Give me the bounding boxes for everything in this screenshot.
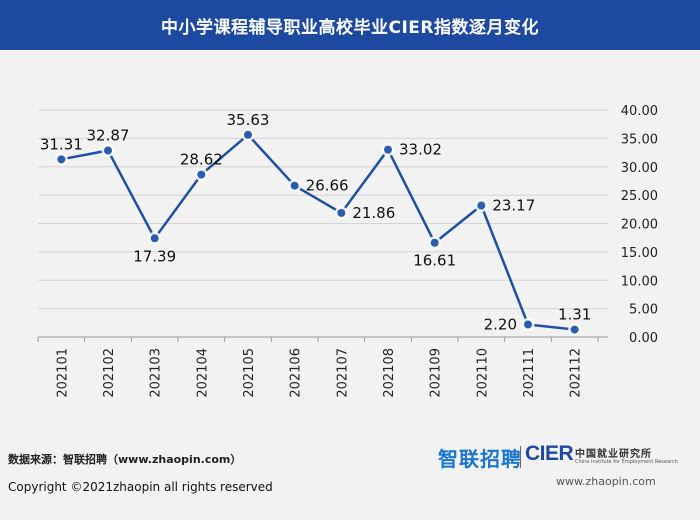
x-tick-label: 202109 [429, 348, 444, 398]
data-label: 28.62 [180, 151, 223, 169]
line-chart: 0.00 5.00 10.00 15.00 20.00 25.00 30.00 35.00 40… [37, 104, 658, 398]
data-point [570, 325, 579, 334]
data-point [150, 234, 159, 243]
site-url: www.zhaopin.com [556, 475, 656, 488]
data-point [524, 320, 532, 329]
y-tick-label: 20.00 [621, 218, 658, 233]
data-source: 数据来源：智联招聘（www.zhaopin.com） [8, 453, 242, 466]
data-label: 35.63 [227, 111, 270, 129]
x-tick-label: 202102 [102, 348, 117, 398]
data-label: 16.61 [413, 252, 456, 270]
title-bar: 中小学课程辅导职业高校毕业CIER指数逐月变化 [0, 0, 700, 50]
x-tick-label: 202110 [475, 348, 490, 398]
series-line [61, 133, 575, 331]
x-tick-label: 202112 [569, 348, 584, 398]
y-tick-label: 15.00 [621, 246, 658, 261]
data-point [244, 130, 252, 139]
zhilian-logo: 智联招聘 [438, 447, 522, 471]
y-tick-label: 40.00 [621, 104, 658, 119]
data-label: 1.31 [558, 306, 591, 324]
data-label: 17.39 [133, 247, 176, 265]
x-tick-label: 202104 [195, 348, 210, 398]
x-tick-label: 202101 [55, 348, 70, 398]
y-tick-label: 5.00 [629, 303, 658, 318]
y-tick-label: 10.00 [621, 274, 658, 289]
data-label: 26.66 [306, 177, 349, 195]
institute-name: 中国就业研究所 [575, 449, 652, 460]
x-tick-label: 202105 [242, 348, 257, 398]
y-tick-label: 0.00 [629, 331, 658, 346]
logo-divider [520, 446, 521, 468]
data-point [430, 238, 439, 247]
y-tick-label: 25.00 [621, 189, 658, 204]
copyright-text: Copyright ©2021zhaopin all rights reserv… [8, 480, 273, 494]
y-tick-label: 30.00 [621, 161, 658, 176]
data-point [477, 201, 486, 210]
data-label: 33.02 [399, 141, 442, 159]
data-point [57, 155, 66, 164]
x-tick-label: 202108 [382, 348, 397, 398]
data-point [197, 170, 206, 179]
data-label: 31.31 [40, 135, 83, 153]
cier-logo: CIER [525, 442, 574, 465]
x-tick-label: 202103 [149, 348, 164, 398]
chart-title: 中小学课程辅导职业高校毕业CIER指数逐月变化 [160, 17, 539, 38]
x-tick-label: 202106 [289, 348, 304, 398]
data-point [290, 181, 299, 190]
x-tick-label: 202111 [522, 348, 537, 398]
data-point [104, 146, 112, 155]
data-point [384, 145, 392, 154]
data-point [337, 208, 346, 217]
data-label: 2.20 [484, 316, 517, 334]
institute-name-en: China Institute for Employment Research [575, 459, 678, 465]
y-tick-label: 35.00 [621, 132, 658, 147]
data-label: 32.87 [87, 126, 130, 144]
data-label: 21.86 [352, 204, 395, 222]
x-tick-label: 202107 [335, 348, 350, 398]
data-label: 23.17 [492, 197, 535, 215]
